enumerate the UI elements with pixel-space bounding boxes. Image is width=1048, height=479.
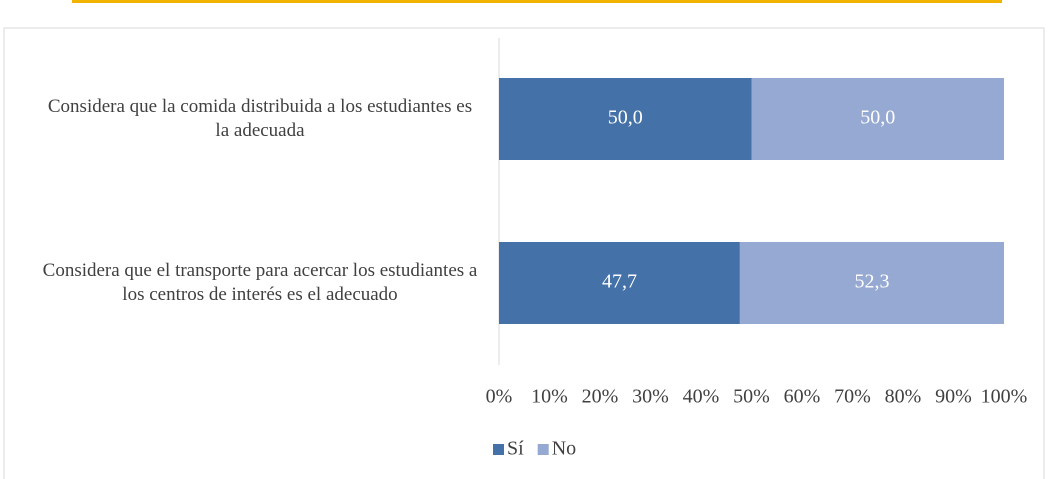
x-tick-label: 0% (486, 386, 513, 408)
legend-swatch (493, 444, 504, 455)
bar-segment (499, 242, 740, 324)
chart-frame (3, 27, 1045, 479)
category-label: Considera que el transporte para acercar… (42, 260, 478, 305)
x-tick-label: 60% (784, 386, 821, 408)
value-label: 50,0 (608, 107, 643, 129)
cut-title-underline (72, 0, 1002, 3)
x-tick-label: 20% (582, 386, 619, 408)
x-tick-label: 40% (683, 386, 720, 408)
value-label: 52,3 (854, 271, 889, 293)
x-tick-label: 30% (632, 386, 669, 408)
legend-label: Sí (507, 438, 524, 460)
bar-segment (751, 78, 1004, 160)
value-label: 50,0 (860, 107, 895, 129)
legend-label: No (552, 438, 576, 460)
value-label: 47,7 (602, 271, 637, 293)
x-tick-label: 50% (733, 386, 770, 408)
bar-segment (739, 242, 1004, 324)
x-tick-label: 10% (531, 386, 568, 408)
x-tick-label: 80% (885, 386, 922, 408)
x-tick-label: 70% (834, 386, 871, 408)
legend-swatch (537, 444, 549, 455)
x-tick-label: 90% (935, 386, 972, 408)
bar-segment (499, 78, 752, 160)
x-tick-label: 100% (981, 386, 1028, 408)
category-label: Considera que la comida distribuida a lo… (47, 96, 473, 141)
